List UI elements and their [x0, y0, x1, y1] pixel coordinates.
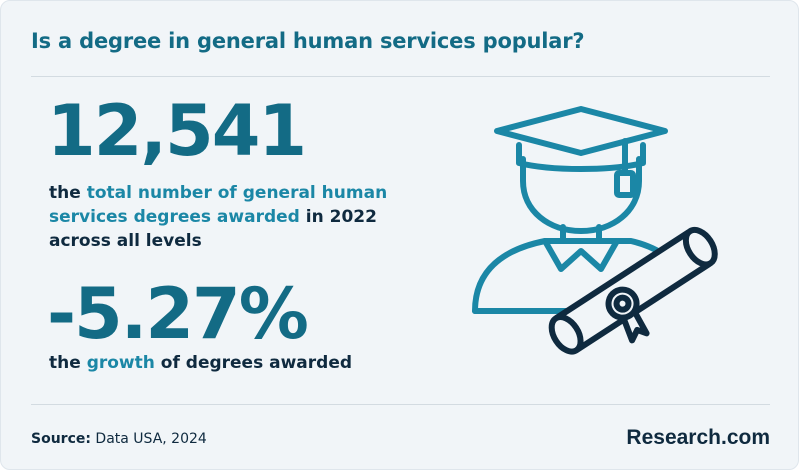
research-logo[interactable]: Research.com [626, 426, 770, 449]
stat-total-degrees: 12,541 [47, 90, 307, 172]
stat-total-desc-prefix: the [49, 183, 87, 203]
source-note: Source: Data USA, 2024 [31, 431, 207, 447]
top-divider [31, 76, 770, 77]
source-text: Data USA, 2024 [90, 431, 207, 447]
bottom-divider [31, 404, 770, 405]
stat-growth-desc-suffix: of degrees awarded [154, 353, 353, 373]
stat-total-desc-highlight: total number of general human services d… [49, 183, 388, 227]
stat-total-description: the total number of general human servic… [49, 181, 419, 253]
graduate-with-diploma-icon [472, 106, 718, 355]
source-label: Source: [31, 431, 91, 447]
stat-growth-desc-highlight: growth [86, 353, 155, 373]
stat-growth-desc-prefix: the [49, 353, 87, 373]
stat-total-desc-suffix: in 2022 across all levels [49, 207, 377, 251]
stat-growth-description: the growth of degrees awarded [49, 351, 429, 375]
page-title: Is a degree in general human services po… [31, 29, 585, 53]
stat-growth: -5.27% [47, 273, 309, 355]
